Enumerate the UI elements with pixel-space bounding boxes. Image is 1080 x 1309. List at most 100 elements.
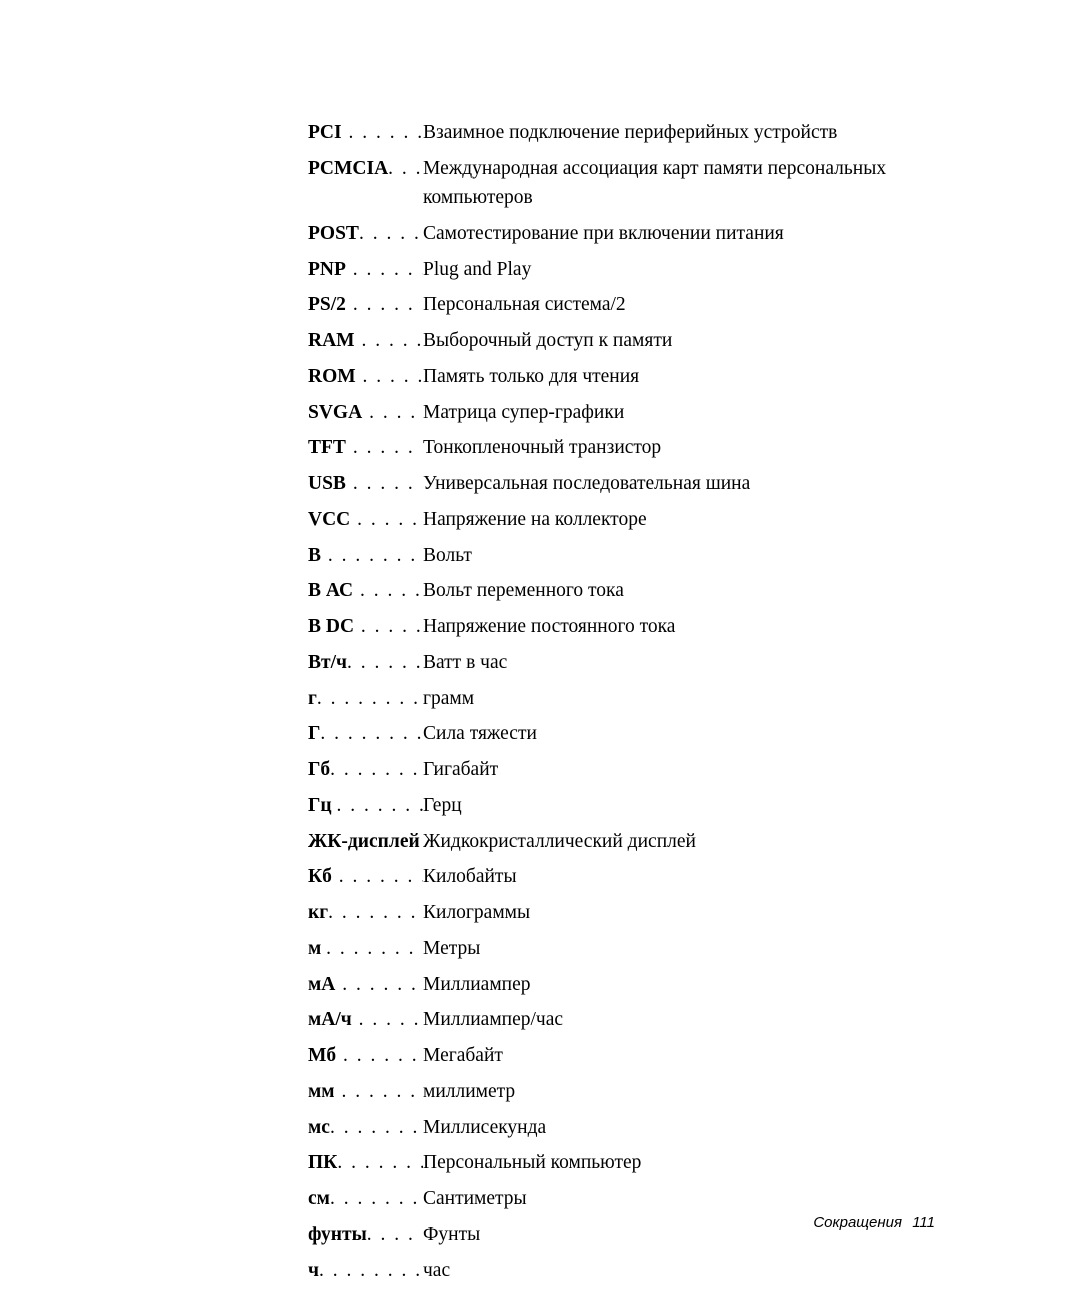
glossary-entry: TFT . . . . . . . Тонкопленочный транзис…: [308, 433, 935, 462]
term: г: [308, 688, 317, 709]
term-column: PCI . . . . . . .: [308, 118, 423, 147]
leader-dots: . . . . . .: [359, 223, 423, 244]
term-column: В АС . . . . . .: [308, 576, 423, 605]
leader-dots: . . . . . . .: [347, 652, 423, 673]
glossary-entry: VCC . . . . . . Напряжение на коллекторе: [308, 505, 935, 534]
term-column: мс. . . . . . . . .: [308, 1113, 423, 1142]
definition: Персональная система/2: [423, 290, 935, 319]
leader-dots: . . . . . .: [352, 1009, 423, 1030]
term-column: ПК. . . . . . . .: [308, 1148, 423, 1177]
definition: грамм: [423, 684, 935, 713]
definition: Напряжение на коллекторе: [423, 505, 935, 534]
glossary-entry: мА/ч . . . . . . Миллиампер/час: [308, 1005, 935, 1034]
leader-dots: . . . . . .: [355, 330, 423, 351]
page-footer: Сокращения 111: [813, 1214, 935, 1231]
leader-dots: . . . . . . . . . .: [319, 1260, 423, 1281]
definition: Миллиампер/час: [423, 1005, 935, 1034]
term-column: SVGA . . . . .: [308, 398, 423, 427]
definition: Память только для чтения: [423, 362, 935, 391]
term: см: [308, 1188, 330, 1209]
glossary-entry: Г. . . . . . . . . . Сила тяжести: [308, 719, 935, 748]
definition: Сила тяжести: [423, 719, 935, 748]
glossary-entry: PS/2 . . . . . . . Персональная система/…: [308, 290, 935, 319]
glossary-entry: PCI . . . . . . . Взаимное подключение п…: [308, 118, 935, 147]
glossary-entry: В DC . . . . . . Напряжение постоянного …: [308, 612, 935, 641]
term-column: ч. . . . . . . . . .: [308, 1256, 423, 1285]
leader-dots: . . . . . .: [350, 509, 423, 530]
glossary-entry: кг. . . . . . . . . Килограммы: [308, 898, 935, 927]
glossary-entry: PCMCIA. . . Международная ассоциация кар…: [308, 154, 935, 213]
glossary-entry: Гц . . . . . . . . Герц: [308, 791, 935, 820]
term-column: ROM . . . . . .: [308, 362, 423, 391]
term: кг: [308, 902, 328, 923]
term: RAM: [308, 330, 355, 351]
definition: Сантиметры: [423, 1184, 935, 1213]
glossary-entry: Гб. . . . . . . . . Гигабайт: [308, 755, 935, 784]
term-column: Мб . . . . . . . .: [308, 1041, 423, 1070]
term: PCI: [308, 122, 342, 143]
leader-dots: . . . . . . .: [346, 259, 423, 280]
term-column: В DC . . . . . .: [308, 612, 423, 641]
term: В АС: [308, 580, 353, 601]
glossary-entry: ROM . . . . . . Память только для чтения: [308, 362, 935, 391]
definition: Персональный компьютер: [423, 1148, 935, 1177]
term: мм: [308, 1081, 335, 1102]
leader-dots: . . . . . . . .: [337, 795, 423, 816]
term: мА/ч: [308, 1009, 352, 1030]
term: ч: [308, 1260, 319, 1281]
term-column: фунты. . . . .: [308, 1220, 423, 1249]
term: Гц: [308, 795, 337, 816]
leader-dots: . . . . .: [362, 402, 423, 423]
term: ROM: [308, 366, 356, 387]
definition: Миллисекунда: [423, 1113, 935, 1142]
glossary-entry: мм . . . . . . . . миллиметр: [308, 1077, 935, 1106]
term-column: Гб. . . . . . . . .: [308, 755, 423, 784]
definition: Герц: [423, 791, 935, 820]
term: Г: [308, 723, 320, 744]
leader-dots: . . . . . . . . . .: [317, 688, 423, 709]
term: мс: [308, 1117, 330, 1138]
term: POST: [308, 223, 359, 244]
glossary-entry: м . . . . . . . . . Метры: [308, 934, 935, 963]
definition: Взаимное подключение периферийных устрой…: [423, 118, 935, 147]
term-column: Гц . . . . . . . .: [308, 791, 423, 820]
definition: час: [423, 1256, 935, 1285]
term-column: PCMCIA. . .: [308, 154, 423, 183]
definition: Килограммы: [423, 898, 935, 927]
term-column: POST. . . . . .: [308, 219, 423, 248]
leader-dots: . . . . . . . . .: [330, 759, 423, 780]
term-column: Г. . . . . . . . . .: [308, 719, 423, 748]
term-column: Вт/ч. . . . . . .: [308, 648, 423, 677]
term-column: TFT . . . . . . .: [308, 433, 423, 462]
definition: Универсальная последовательная шина: [423, 469, 935, 498]
term-column: В . . . . . . . . .: [308, 541, 423, 570]
glossary-entry: ЖК-дисплей Жидкокристаллический дисплей: [308, 827, 935, 856]
term-column: мА . . . . . . . .: [308, 970, 423, 999]
leader-dots: . . . . . . . . .: [330, 1188, 423, 1209]
term: SVGA: [308, 402, 362, 423]
glossary-entry: ч. . . . . . . . . . час: [308, 1256, 935, 1285]
leader-dots: . . . . . . . . .: [328, 902, 423, 923]
term-column: PS/2 . . . . . . .: [308, 290, 423, 319]
leader-dots: . . . . . . .: [346, 437, 423, 458]
term: Мб: [308, 1045, 336, 1066]
definition: Жидкокристаллический дисплей: [423, 827, 935, 856]
term-column: Кб . . . . . . . .: [308, 862, 423, 891]
glossary-entry: г. . . . . . . . . . грамм: [308, 684, 935, 713]
definition: Международная ассоциация карт памяти пер…: [423, 154, 935, 213]
definition: Самотестирование при включении питания: [423, 219, 935, 248]
glossary-entry: В АС . . . . . . Вольт переменного тока: [308, 576, 935, 605]
glossary-entry: Мб . . . . . . . . Мегабайт: [308, 1041, 935, 1070]
footer-label: Сокращения: [813, 1214, 902, 1231]
term-column: ЖК-дисплей: [308, 827, 423, 856]
leader-dots: . . . . . . .: [346, 473, 423, 494]
term-column: мм . . . . . . . .: [308, 1077, 423, 1106]
term: Вт/ч: [308, 652, 347, 673]
leader-dots: . . . . . .: [354, 616, 423, 637]
definition: Напряжение постоянного тока: [423, 612, 935, 641]
glossary-entry: мс. . . . . . . . . Миллисекунда: [308, 1113, 935, 1142]
definition: Миллиампер: [423, 970, 935, 999]
leader-dots: . . . . . . .: [342, 122, 423, 143]
term: TFT: [308, 437, 346, 458]
term: В DC: [308, 616, 354, 637]
